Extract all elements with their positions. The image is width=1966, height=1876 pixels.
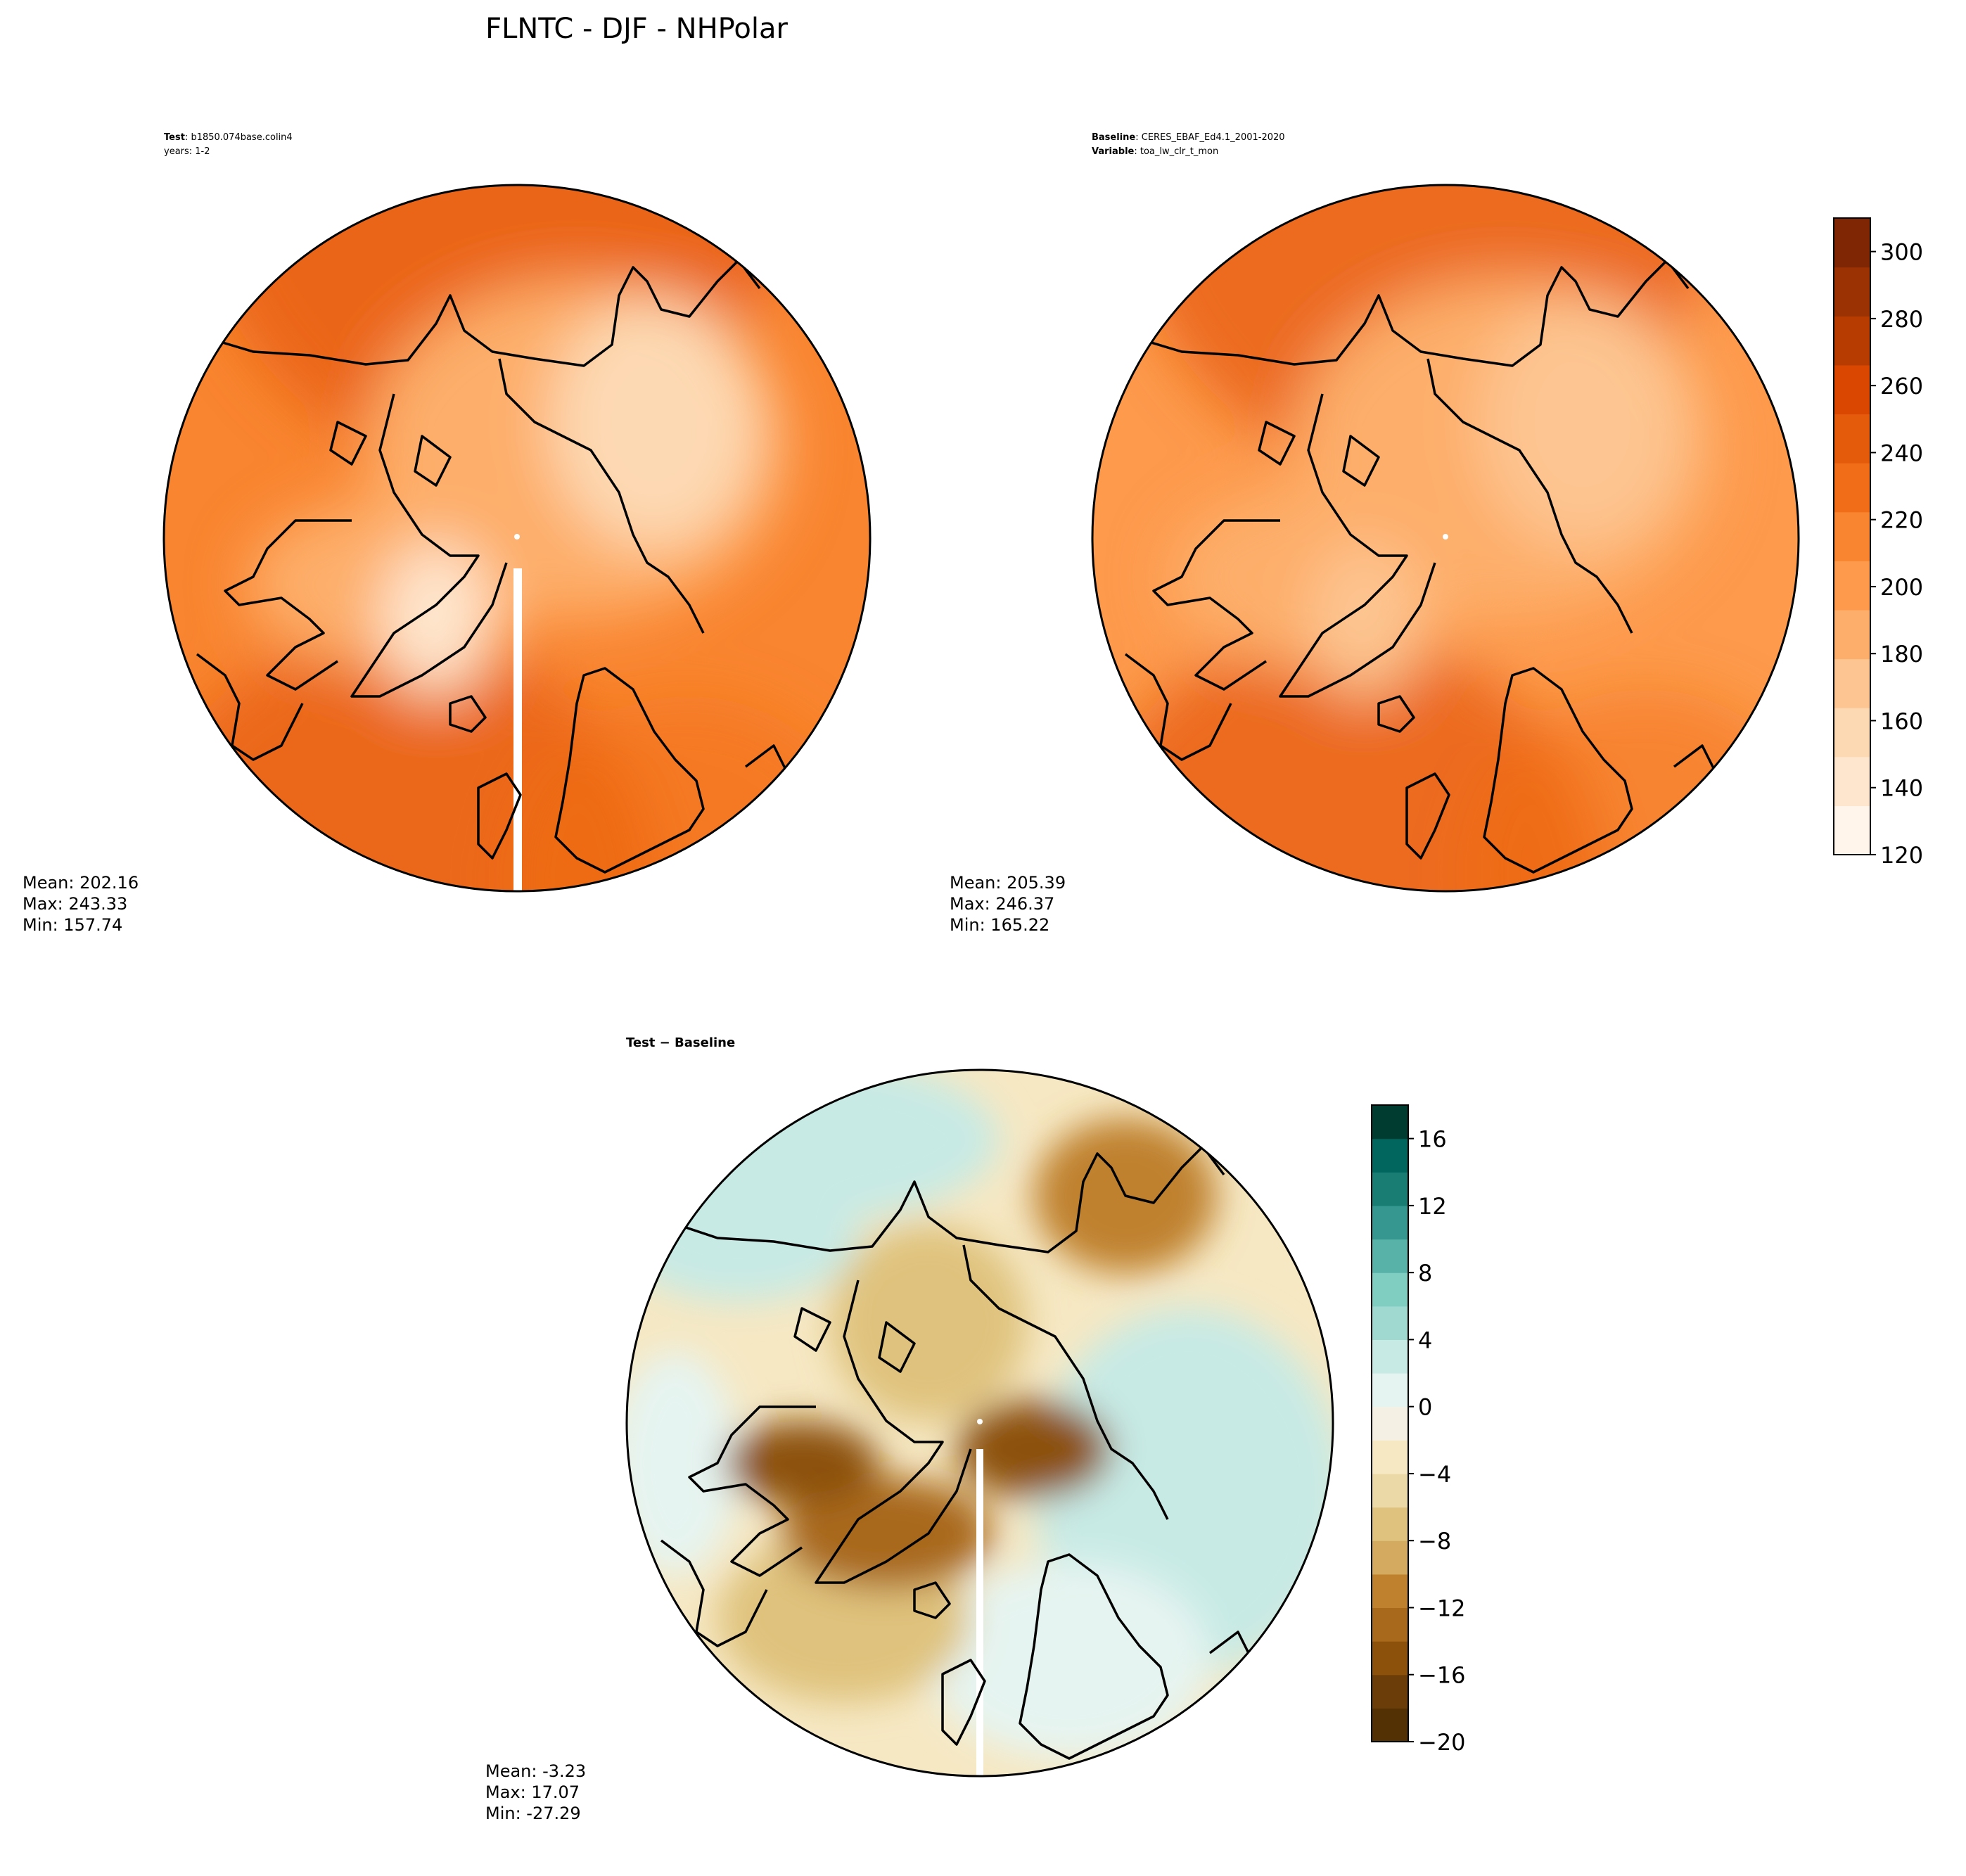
main-colorbar-tick-label: 160 [1880,708,1923,734]
baseline-max: Max: 246.37 [950,894,1055,914]
baseline-map-boundary [1091,184,1800,893]
diff-max: Max: 17.07 [485,1782,580,1802]
main-colorbar-band [1834,364,1870,415]
diff-colorbar-tick-label: 12 [1418,1193,1447,1220]
main-colorbar-tick-label: 240 [1880,440,1923,466]
main-colorbar-band [1834,316,1870,366]
main-colorbar-tick-label: 120 [1880,842,1923,869]
main-colorbar-frame [1833,217,1871,855]
diff-colorbar-band [1372,1105,1408,1140]
diff-coastlines [660,1145,1253,1760]
diff-stats: Mean: -3.23 Max: 17.07 Min: -27.29 [485,1761,586,1824]
baseline-panel-header: Baseline: CERES_EBAF_Ed4.1_2001-2020 Var… [1092,132,1285,157]
test-field [164,185,870,891]
diff-colorbar-tick-label: −16 [1418,1662,1466,1689]
diff-colorbar-tick-label: −12 [1418,1595,1466,1621]
main-colorbar-band [1834,561,1870,611]
variable-name: toa_lw_clr_t_mon [1140,146,1219,157]
test-max: Max: 243.33 [23,894,128,914]
diff-colorbar-tick-label: 16 [1418,1126,1447,1153]
main-colorbar-tick-label: 260 [1880,373,1923,400]
test-coastlines [196,259,789,874]
diff-mean: Mean: -3.23 [485,1761,587,1781]
test-case-name: b1850.074base.colin4 [191,132,293,143]
main-colorbar: 120 140 160 180 200 220 240 260 280 300 [1833,217,1923,869]
diff-colorbar-frame [1371,1104,1409,1742]
diff-map [625,1068,1334,1778]
baseline-min: Min: 165.22 [950,915,1050,935]
test-map-boundary [162,184,872,893]
diff-colorbar-tick-label: −20 [1418,1729,1466,1756]
diff-colorbar-tick-label: −4 [1418,1461,1451,1488]
main-colorbar-tick-label: 300 [1880,239,1923,266]
diff-colorbar-band [1372,1473,1408,1508]
main-colorbar-band [1834,658,1870,708]
diff-colorbar-band [1372,1205,1408,1240]
main-colorbar-band [1834,414,1870,464]
diff-colorbar-band [1372,1272,1408,1307]
baseline-field [1092,185,1799,891]
diff-colorbar-band [1372,1306,1408,1341]
main-colorbar-band [1834,609,1870,660]
diff-field [627,1070,1333,1776]
baseline-name: CERES_EBAF_Ed4.1_2001-2020 [1141,132,1285,143]
main-colorbar-tick-label: 180 [1880,641,1923,668]
diff-colorbar-band [1372,1540,1408,1575]
main-colorbar-tick-label: 200 [1880,574,1923,601]
diff-colorbar-band [1372,1641,1408,1676]
main-colorbar-tick-label: 220 [1880,507,1923,534]
diff-map-boundary [625,1068,1334,1778]
baseline-label: Baseline [1092,132,1136,143]
diff-colorbar-band [1372,1406,1408,1441]
main-colorbar-band [1834,463,1870,513]
main-colorbar-band [1834,756,1870,806]
diff-colorbar-tick-label: 8 [1418,1260,1432,1287]
variable-label: Variable [1092,146,1135,157]
test-map [162,184,872,893]
test-panel-header: Test: b1850.074base.colin4 years: 1-2 [164,131,293,159]
diff-colorbar: −20 −16 −12 −8 −4 0 4 8 12 16 [1371,1104,1466,1756]
diff-panel-title: Test − Baseline [626,1035,736,1050]
diff-colorbar-band [1372,1507,1408,1541]
diff-colorbar-band [1372,1708,1408,1742]
diff-colorbar-tick-label: 4 [1418,1327,1432,1353]
baseline-stats: Mean: 205.39 Max: 246.37 Min: 165.22 [950,872,1066,936]
main-colorbar-band [1834,218,1870,268]
diff-colorbar-band [1372,1138,1408,1173]
figure-title: FLNTC - DJF - NHPolar [485,13,788,45]
main-colorbar-tick-label: 140 [1880,775,1923,802]
diff-colorbar-tick-label: −8 [1418,1528,1451,1555]
test-stats: Mean: 202.16 Max: 243.33 Min: 157.74 [23,872,139,936]
test-mean: Mean: 202.16 [23,873,139,893]
diff-colorbar-band [1372,1674,1408,1709]
diff-colorbar-band [1372,1239,1408,1273]
test-label: Test [164,132,185,143]
main-colorbar-band [1834,708,1870,758]
main-colorbar-band [1834,267,1870,317]
main-colorbar-tick-label: 280 [1880,306,1923,333]
diff-colorbar-band [1372,1440,1408,1474]
diff-min: Min: -27.29 [485,1804,581,1823]
main-colorbar-band [1834,805,1870,855]
baseline-mean: Mean: 205.39 [950,873,1066,893]
diff-colorbar-band [1372,1172,1408,1206]
diff-colorbar-band [1372,1339,1408,1374]
main-colorbar-band [1834,511,1870,561]
baseline-map [1091,184,1800,893]
diff-colorbar-tick-label: 0 [1418,1394,1432,1421]
diff-colorbar-band [1372,1373,1408,1408]
test-years: years: 1-2 [164,146,210,157]
test-min: Min: 157.74 [23,915,123,935]
diff-colorbar-band [1372,1607,1408,1642]
diff-colorbar-band [1372,1574,1408,1609]
